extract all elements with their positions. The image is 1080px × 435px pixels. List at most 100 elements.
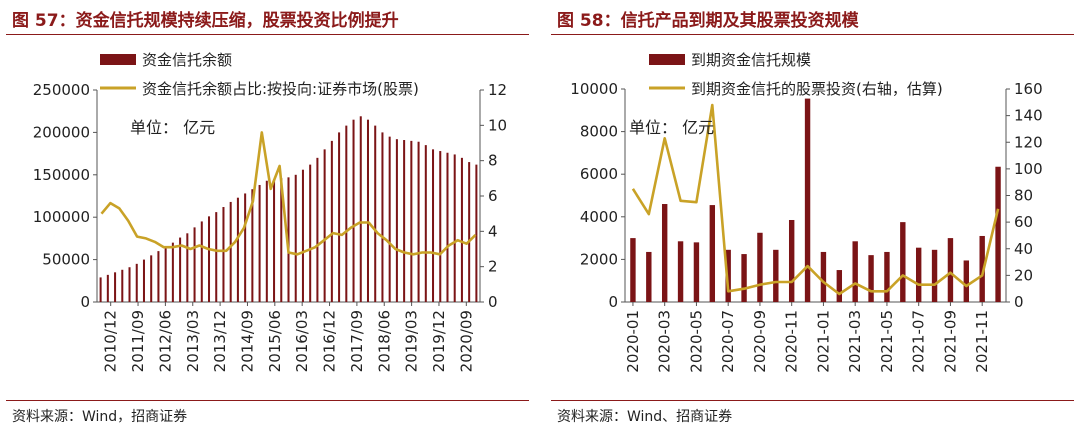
bar [157,251,160,302]
bar [884,251,890,302]
y-tick-label-right: 60 [1014,213,1033,231]
source-note: 资料来源：Wind，招商证券 [12,409,188,425]
bar [820,251,827,302]
bar [301,169,304,302]
y-tick-label-left: 0 [80,293,90,311]
bar [432,149,435,302]
bar [222,207,225,302]
bar [244,193,247,302]
bar [164,246,167,302]
bar [395,139,398,302]
title-divider [6,34,529,35]
bar [931,249,938,302]
bar [114,272,117,302]
x-tick-label: 2013/03 [184,310,202,372]
bar [258,184,261,302]
bar [677,241,684,302]
bar [171,242,174,302]
bar [99,277,102,302]
x-tick-label: 2018/06 [375,310,393,372]
bar [446,152,449,302]
bar [330,140,333,302]
bar [757,232,763,302]
y-tick-label-right: 12 [488,81,507,99]
chart-panel-right: 图 58：信托产品到期及其股票投资规模 0 2000 4000 6000 8000 100… [545,0,1080,435]
bar [229,201,232,302]
y-tick-label-right: 4 [488,222,498,240]
bar [439,151,442,302]
bar [900,222,906,302]
bar [468,162,471,302]
y-tick-label-right: 20 [1014,266,1033,284]
y-tick-label-left: 2000 [580,250,618,268]
bar [646,251,652,302]
legend-label: 到期资金信托的股票投资(右轴，估算) [691,80,943,98]
y-tick-label-left: 150000 [33,166,90,184]
bar [359,116,362,303]
y-tick-label-right: 10 [488,116,507,134]
bar [424,145,427,302]
bar [963,260,970,302]
x-tick-label: 2016/12 [321,310,339,372]
y-tick-label-right: 140 [1014,107,1043,125]
bar [709,205,716,302]
y-tick-label-left: 4000 [580,208,618,226]
bar [804,98,811,303]
y-tick-label-left: 50000 [42,251,90,269]
bar [280,178,283,302]
source-note: 资料来源：Wind、招商证券 [557,409,733,425]
y-tick-label-left: 10000 [570,80,618,98]
chart-title: 图 58：信托产品到期及其股票投资规模 [557,11,859,31]
bar [323,149,326,302]
bar [106,274,109,302]
bar [947,238,954,302]
x-tick-label: 2015/06 [266,310,284,372]
bar [773,249,779,302]
chart-canvas: 0 50000 100000 150000 200000 250000 0 2 4 6 8 10 12 2… [33,51,507,372]
bar [236,197,239,302]
unit-annotation: 单位： 亿元 [130,118,215,137]
bar [215,212,218,302]
y-tick-label-left: 8000 [580,123,618,141]
x-tick-label: 2021-05 [878,310,896,373]
legend-swatch-bar [649,54,685,65]
source-divider [551,400,1074,401]
x-tick-label: 2012/06 [156,310,174,372]
x-tick-label: 2010/12 [102,310,120,372]
bar [200,221,203,302]
bar [979,235,985,302]
y-tick-label-right: 0 [1014,293,1024,311]
bar [273,179,276,302]
bar [121,269,124,302]
source-divider [6,400,529,401]
legend-label: 资金信托余额占比:按投向:证券市场(股票) [142,80,419,98]
y-tick-label-right: 160 [1014,80,1043,98]
bar [352,119,355,303]
bar [852,241,858,302]
x-tick-label: 2020-05 [687,310,705,373]
x-tick-label: 2017/09 [348,310,366,372]
y-tick-label-left: 250000 [33,81,90,99]
bar [661,204,668,302]
x-tick-label: 2016/03 [293,310,311,372]
line-series [100,131,477,256]
bar [150,255,153,302]
bar [453,154,456,302]
y-tick-label-left: 200000 [33,123,90,141]
x-tick-label: 2013/12 [211,310,229,372]
bar [251,189,254,302]
bar [403,140,406,302]
bar [475,164,478,302]
x-tick-label: 2021-09 [941,310,959,373]
x-tick-label: 2019/12 [430,310,448,372]
x-tick-label: 2020-09 [751,310,769,373]
bar [374,125,377,302]
x-tick-label: 2020/09 [457,310,475,372]
x-tick-label: 2021-01 [814,310,832,373]
y-tick-label-right: 6 [488,187,498,205]
x-tick-label: 2020-11 [783,310,801,373]
bar [142,259,145,302]
bar [460,157,463,302]
chart-panel-left: 图 57：资金信托规模持续压缩，股票投资比例提升 0 50000 100000 150… [0,0,535,435]
bar [410,140,413,302]
